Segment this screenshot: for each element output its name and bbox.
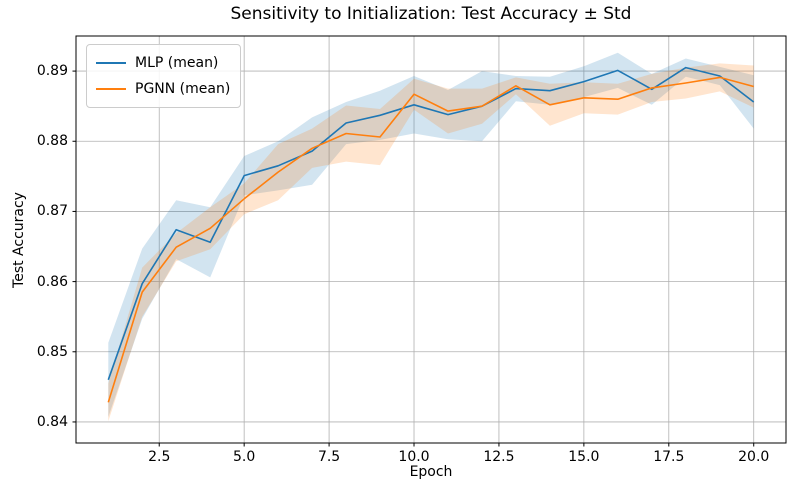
y-tick-label: 0.84	[36, 413, 68, 430]
pgnn-line-swatch	[96, 87, 126, 91]
x-tick-label: 17.5	[653, 449, 685, 465]
y-tick-label: 0.86	[36, 273, 68, 290]
x-tick-label: 10.0	[398, 449, 430, 465]
mlp-line-swatch	[96, 61, 126, 65]
y-tick-label: 0.85	[36, 343, 68, 360]
x-tick-label: 7.5	[317, 449, 341, 465]
y-tick-label: 0.89	[36, 63, 68, 80]
mlp-std-band	[108, 52, 754, 418]
pgnn-mean-line	[107, 76, 754, 403]
mlp-mean-line	[107, 66, 755, 381]
pgnn-std-band	[108, 63, 754, 422]
axes-spines	[75, 35, 787, 444]
x-tick-label: 20.0	[738, 449, 770, 465]
legend: MLP (mean) PGNN (mean)	[86, 44, 242, 108]
x-tick-label: 12.5	[483, 449, 515, 465]
x-tick-label: 2.5	[148, 449, 171, 465]
x-tick-label: 5.0	[233, 449, 256, 465]
legend-item-mlp-label: MLP (mean)	[135, 55, 219, 71]
y-tick-label: 0.87	[36, 203, 68, 220]
legend-item-pgnn-label: PGNN (mean)	[135, 81, 231, 97]
x-axis-label: Epoch	[409, 464, 453, 480]
legend-item-pgnn: PGNN (mean)	[96, 76, 230, 102]
legend-item-mlp: MLP (mean)	[96, 50, 230, 76]
y-tick-label: 0.88	[36, 133, 68, 150]
chart-title: Sensitivity to Initialization: Test Accu…	[230, 4, 632, 24]
x-tick-label: 15.0	[568, 449, 600, 465]
